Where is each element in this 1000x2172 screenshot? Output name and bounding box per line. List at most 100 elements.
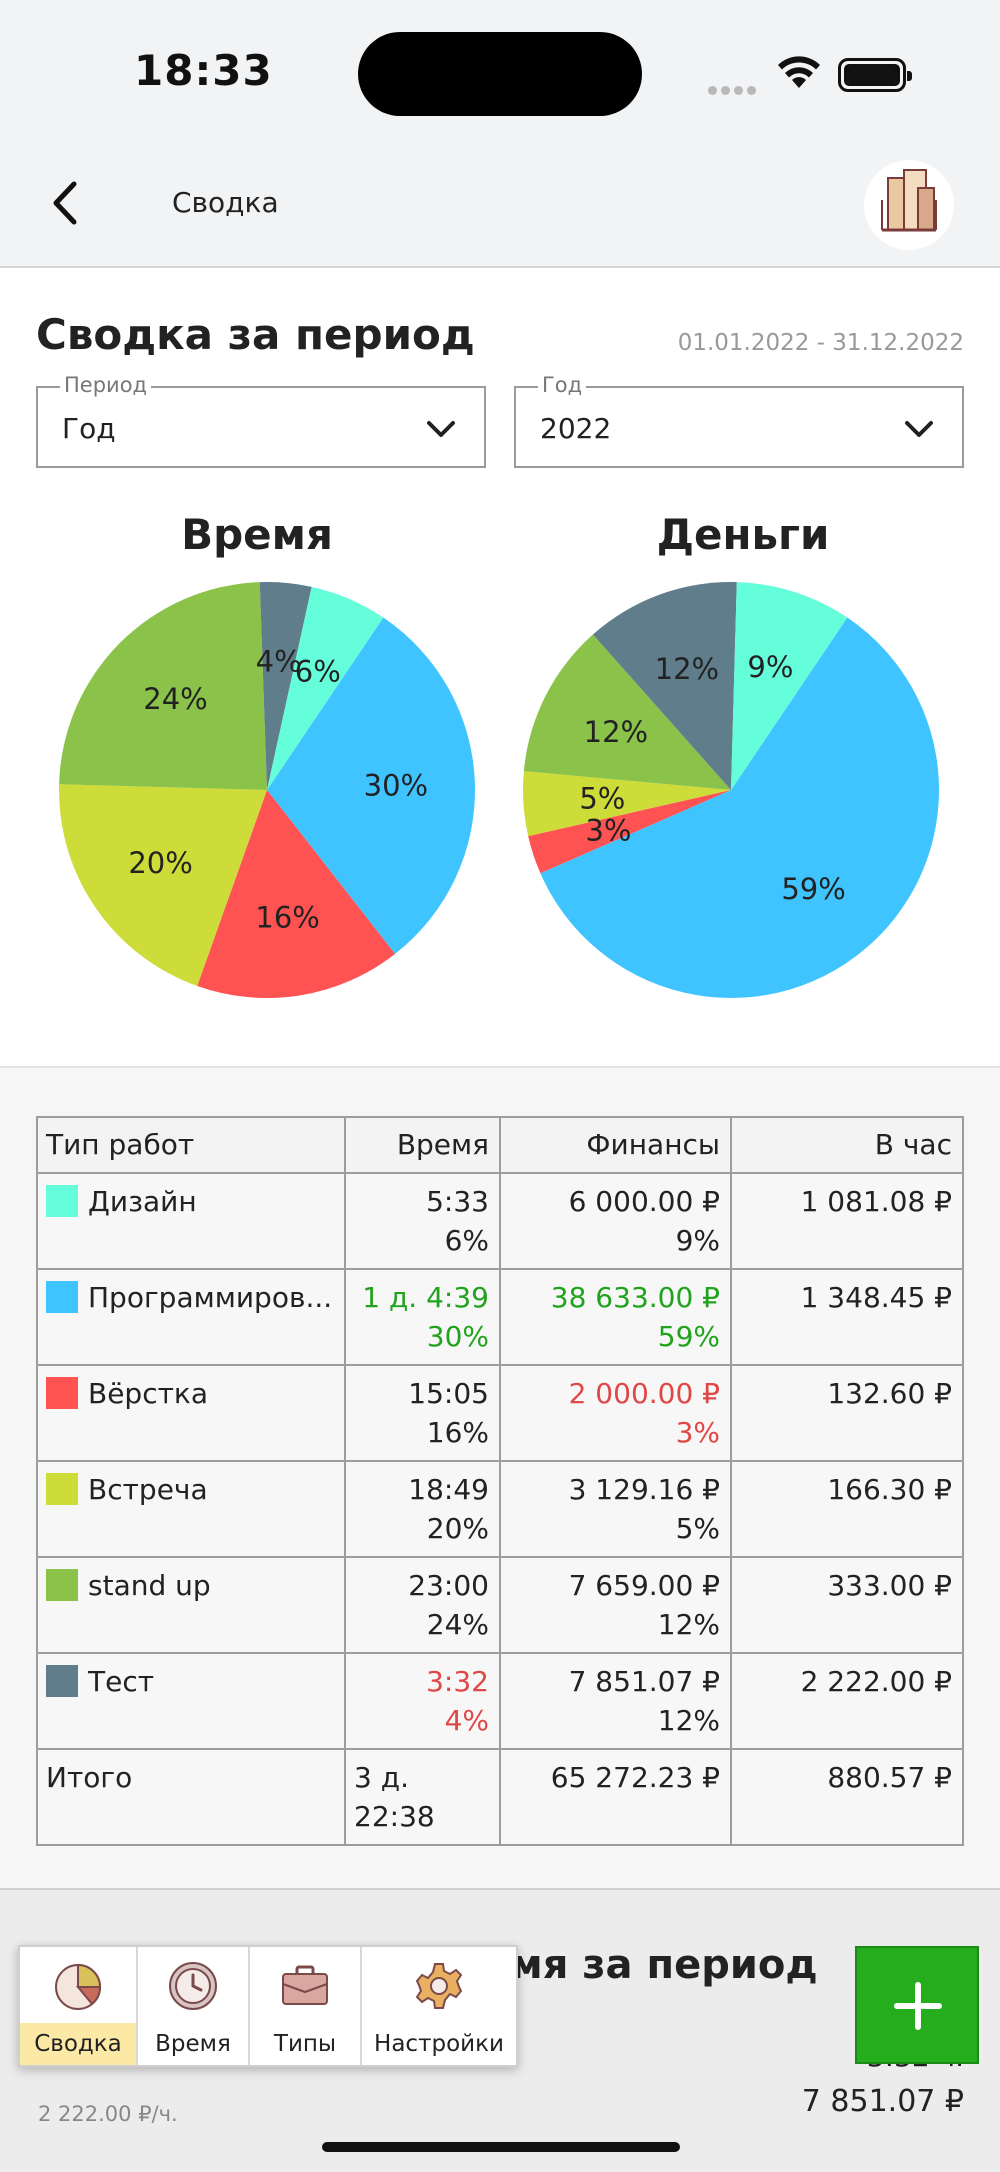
nav-title: Сводка: [172, 186, 279, 219]
year-select[interactable]: Год 2022: [514, 373, 964, 468]
column-header-per-hour: В час: [730, 1116, 964, 1174]
time-percent: 24%: [426, 1608, 489, 1641]
pie-slice-label: 16%: [255, 900, 319, 934]
tab-bar: Сводка Время Типы Настройки: [18, 1945, 518, 2067]
tab-summary[interactable]: Сводка: [20, 1947, 138, 2065]
pie-slice-label: 12%: [584, 715, 648, 749]
pie-slice: [523, 771, 731, 837]
total-label: Итого: [46, 1761, 133, 1794]
work-type-name: Встреча: [88, 1473, 208, 1506]
pie-slice: [59, 784, 267, 986]
table-row[interactable]: Вёрстка 15:05 16% 2 000.00 ₽ 3% 132.60 ₽: [36, 1364, 964, 1462]
time-percent: 4%: [444, 1704, 489, 1737]
total-per-hour: 880.57 ₽: [827, 1761, 952, 1794]
time-percent: 30%: [426, 1320, 489, 1353]
time-value: 23:00: [408, 1569, 489, 1602]
pie-slice: [731, 582, 848, 790]
money-value: 38 633.00 ₽: [550, 1281, 720, 1314]
tab-settings[interactable]: Настройки: [362, 1947, 516, 2065]
chevron-down-icon: [427, 421, 455, 437]
entry-rate: 2 222.00 ₽/ч.: [38, 2102, 178, 2126]
period-select[interactable]: Период Год: [36, 373, 486, 468]
home-indicator: [322, 2142, 680, 2152]
money-chart-title: Деньги: [656, 510, 830, 559]
per-hour-value: 1 348.45 ₽: [800, 1281, 952, 1314]
section-title: мя за период: [510, 1942, 818, 1988]
money-percent: 3%: [675, 1416, 720, 1449]
color-swatch: [46, 1665, 78, 1697]
time-percent: 20%: [426, 1512, 489, 1545]
color-swatch: [46, 1377, 78, 1409]
pie-slice: [540, 617, 939, 998]
buildings-logo-icon: [881, 169, 937, 232]
money-percent: 5%: [675, 1512, 720, 1545]
table-header-row: Тип работ Время Финансы В час: [36, 1116, 964, 1174]
tab-time-label: Время: [155, 2031, 231, 2057]
money-pie-chart: 59% 3%5% 12%12% 9%: [523, 582, 939, 998]
pie-slice-label: 20%: [128, 846, 192, 880]
time-value: 1 д. 4:39: [362, 1281, 489, 1314]
pie-slice-label: 5%: [579, 782, 625, 816]
pie-slice: [59, 582, 267, 790]
year-select-label: Год: [538, 373, 587, 397]
color-swatch: [46, 1281, 78, 1313]
time-percent: 16%: [426, 1416, 489, 1449]
pie-slice: [259, 582, 312, 790]
table-row[interactable]: Встреча 18:49 20% 3 129.16 ₽ 5% 166.30 ₽: [36, 1460, 964, 1558]
table-row[interactable]: Программиров... 1 д. 4:39 30% 38 633.00 ₽…: [36, 1268, 964, 1366]
tab-types[interactable]: Типы: [250, 1947, 362, 2065]
time-value: 18:49: [408, 1473, 489, 1506]
tab-types-label: Типы: [273, 2031, 337, 2057]
year-select-value: 2022: [540, 412, 612, 445]
work-type-name: stand up: [88, 1569, 211, 1602]
money-value: 7 851.07 ₽: [568, 1665, 720, 1698]
per-hour-value: 166.30 ₽: [827, 1473, 952, 1506]
time-chart-title: Время: [181, 510, 333, 559]
entry-money: 7 851.07 ₽: [801, 2084, 964, 2119]
money-percent: 9%: [675, 1224, 720, 1257]
pie-slice-label: 30%: [364, 768, 428, 802]
battery-icon: [838, 58, 912, 92]
pie-chart-icon: [55, 1963, 102, 2010]
back-chevron-icon[interactable]: [46, 178, 86, 228]
clock-icon: [169, 1962, 217, 2010]
dynamic-island: [358, 32, 642, 116]
date-range: 01.01.2022 - 31.12.2022: [677, 330, 964, 356]
gear-icon: [415, 1963, 463, 2009]
period-select-value: Год: [62, 412, 116, 445]
time-pie-chart: 30% 16% 20% 24% 4%6%: [59, 582, 476, 998]
pie-slice: [267, 617, 476, 954]
tab-time[interactable]: Время: [138, 1947, 250, 2065]
nav-bar: Сводка: [0, 140, 1000, 268]
total-time-line1: 3 д.: [354, 1761, 409, 1794]
color-swatch: [46, 1569, 78, 1601]
work-type-name: Программиров...: [88, 1281, 333, 1314]
table-row[interactable]: stand up 23:00 24% 7 659.00 ₽ 12% 333.00 ₽: [36, 1556, 964, 1654]
pie-slice-label: 3%: [585, 813, 631, 847]
per-hour-value: 132.60 ₽: [827, 1377, 952, 1410]
app-logo[interactable]: [864, 160, 954, 250]
money-percent: 12%: [657, 1608, 720, 1641]
pie-slice: [267, 586, 384, 790]
work-type-name: Тест: [88, 1665, 155, 1698]
pie-slice-label: 9%: [747, 650, 793, 684]
table-row[interactable]: Тест 3:32 4% 7 851.07 ₽ 12% 2 222.00 ₽: [36, 1652, 964, 1750]
time-value: 3:32: [426, 1665, 489, 1698]
pie-slice-label: 12%: [655, 652, 719, 686]
period-select-label: Период: [60, 373, 152, 397]
briefcase-icon: [282, 1965, 328, 2005]
pie-slice-label: 6%: [295, 654, 341, 688]
summary-table: Тип работ Время Финансы В час Дизайн 5:3…: [36, 1116, 964, 1846]
color-swatch: [46, 1185, 78, 1217]
column-header-time: Время: [344, 1116, 501, 1174]
pie-slice: [592, 582, 737, 790]
status-bar: 18:33: [0, 0, 1000, 140]
status-time: 18:33: [134, 46, 273, 95]
add-entry-button[interactable]: [855, 1946, 979, 2064]
table-row[interactable]: Дизайн 5:33 6% 6 000.00 ₽ 9% 1 081.08 ₽: [36, 1172, 964, 1270]
time-value: 15:05: [408, 1377, 489, 1410]
tab-settings-label: Настройки: [374, 2031, 504, 2057]
money-percent: 59%: [657, 1320, 720, 1353]
plus-icon: [894, 1982, 942, 2030]
money-value: 3 129.16 ₽: [568, 1473, 720, 1506]
